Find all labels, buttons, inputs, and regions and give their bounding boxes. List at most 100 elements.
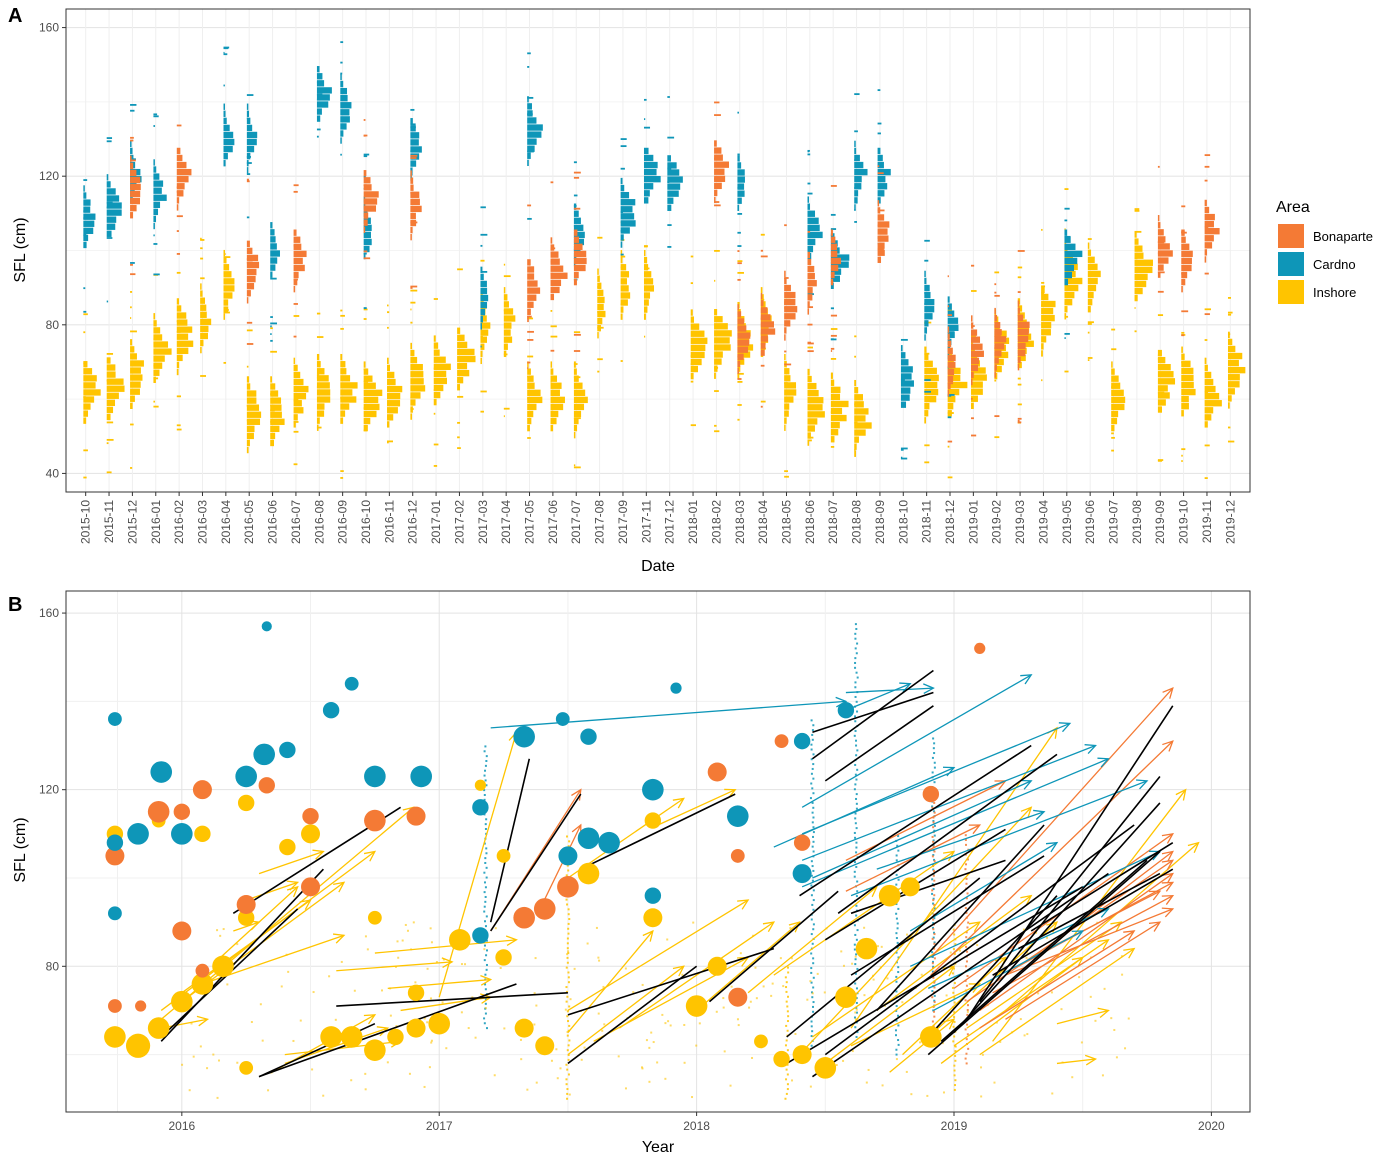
panel-a-histogram-bar-cardno (924, 298, 935, 306)
legend-key-inshore (1278, 280, 1304, 304)
panel-b-tag-tick-cardno (855, 1006, 858, 1009)
panel-b-tag-tick-cardno (854, 836, 857, 839)
panel-b-growth-arrow-line (387, 978, 491, 990)
panel-b-tag-tick-cardno (853, 788, 856, 791)
panel-a-histogram-bar-bonaparte (994, 335, 1001, 338)
panel-b-growth-arrow-head (1097, 1007, 1110, 1019)
panel-b-tag-tick-bonaparte (967, 921, 970, 924)
panel-a-histogram-bar-bonaparte (293, 285, 296, 293)
panel-b-tag-tick-cardno (485, 784, 488, 787)
panel-b-tag-tick-inshore (794, 1032, 797, 1035)
panel-b-capture-point-cardno (364, 765, 386, 788)
panel-a-histogram-bar-bonaparte (527, 259, 531, 266)
panel-a-histogram-bar-inshore (293, 357, 296, 365)
panel-b-tag-tick-inshore (840, 950, 843, 953)
panel-a-histogram-bar-bonaparte (527, 315, 529, 323)
panel-a-histogram-bar-inshore (1087, 298, 1093, 306)
panel-a-histogram-bar-inshore (270, 432, 276, 440)
panel-b-tag-tick-bonaparte (933, 981, 936, 984)
panel-b-tag-tick-inshore (729, 1084, 732, 1087)
panel-b-tag-tick-bonaparte (931, 835, 934, 838)
panel-b-tag-tick-inshore (715, 1010, 718, 1013)
panel-a-histogram-bar-cardno (807, 203, 810, 210)
panel-b-growth-arrow-line (567, 930, 654, 1033)
panel-a-histogram-bar-inshore (480, 350, 483, 357)
panel-a-histogram-bar-cardno (1064, 207, 1070, 210)
panel-b-tag-tick-inshore (851, 962, 854, 965)
panel-b-tag-tick-inshore (954, 943, 957, 946)
panel-a-histogram-bar-cardno (643, 147, 649, 155)
panel-a-histogram-bar-cardno (106, 140, 112, 143)
panel-a-histogram-bar-cardno (246, 173, 251, 175)
panel-b-tag-tick-cardno (812, 928, 815, 931)
panel-b-tag-tick-cardno (810, 933, 813, 936)
panel-a-histogram-bar-cardno (667, 204, 672, 211)
panel-b-tag-tick-cardno (812, 976, 815, 979)
panel-a-histogram-bar-bonaparte (994, 415, 1000, 418)
panel-a-histogram-bar-inshore (1157, 354, 1162, 357)
panel-b-tag-tick-inshore (789, 927, 792, 930)
panel-b-growth-arrow-head (1148, 890, 1162, 901)
panel-b-trend-line (1030, 841, 1174, 932)
panel-a-histogram-bar-bonaparte (737, 325, 747, 332)
panel-a-histogram-bar-inshore (176, 354, 183, 362)
panel-b-tag-tick-bonaparte (933, 947, 936, 950)
panel-a-histogram-bar-inshore (971, 374, 987, 381)
panel-a-histogram-bar-inshore (503, 301, 509, 308)
panel-b-tag-tick-cardno (855, 1035, 858, 1038)
panel-a-histogram-bar-inshore (527, 397, 533, 400)
panel-a-histogram-bar-inshore (643, 257, 647, 260)
panel-a-histogram-bar-cardno (106, 181, 111, 188)
panel-b-tag-tick-inshore (292, 1039, 295, 1042)
panel-a-histogram-bar-cardno (83, 241, 87, 249)
panel-a-histogram-bar-inshore (410, 378, 424, 385)
panel-a-histogram-bar-cardno (410, 126, 416, 129)
panel-a-histogram-bar-cardno (270, 250, 280, 257)
panel-a-histogram-bar-inshore (1041, 228, 1043, 231)
panel-b-tag-tick-cardno (932, 854, 935, 857)
panel-b-capture-point-cardno (344, 676, 359, 691)
panel-a-histogram-bar-cardno (480, 316, 483, 323)
panel-a-histogram-bar-bonaparte (830, 229, 833, 236)
panel-a-histogram-bar-cardno (737, 176, 745, 183)
panel-a-histogram-bar-inshore (433, 298, 438, 300)
panel-a-histogram-bar-bonaparte (1017, 356, 1021, 364)
panel-a-histogram-bar-bonaparte (527, 330, 534, 333)
panel-a-histogram-bar-cardno (830, 268, 842, 275)
panel-a-histogram-bar-inshore (854, 415, 866, 422)
panel-b-tag-tick-cardno (486, 949, 489, 952)
panel-b-capture-point-cardno (322, 702, 340, 719)
panel-b-tag-tick-inshore (953, 1074, 956, 1077)
panel-a-histogram-bar-inshore (690, 282, 693, 285)
panel-a-histogram-bar-bonaparte (947, 326, 950, 333)
panel-a-histogram-bar-inshore (200, 311, 207, 318)
panel-a-x-tick-label: 2017-04 (499, 500, 513, 544)
panel-a-histogram-bar-cardno (270, 271, 273, 278)
panel-a-histogram-bar-inshore (293, 392, 307, 400)
panel-a-histogram-bar-bonaparte (363, 134, 368, 137)
panel-a-histogram-bar-bonaparte (410, 170, 412, 177)
panel-a-histogram-bar-inshore (433, 335, 436, 342)
panel-b-tag-tick-cardno (855, 895, 858, 898)
panel-a-histogram-bar-inshore (106, 421, 114, 424)
panel-a-histogram-bar-inshore (503, 353, 508, 356)
panel-a-histogram-bar-inshore (1017, 383, 1022, 386)
panel-a-histogram-bar-bonaparte (784, 350, 787, 353)
panel-b-tag-tick-cardno (855, 953, 858, 956)
panel-a-histogram-bar-cardno (316, 115, 321, 122)
panel-b-tag-tick-cardno (484, 827, 487, 830)
panel-a-histogram-bar-cardno (316, 66, 320, 73)
panel-b-tag-tick-inshore (1019, 1018, 1022, 1021)
panel-a-histogram-bar-bonaparte (994, 347, 1000, 350)
panel-b-tag-tick-inshore (192, 1055, 195, 1058)
panel-a-histogram-bar-inshore (924, 360, 930, 363)
panel-b-tag-tick-inshore (865, 1081, 868, 1084)
panel-b-tag-tick-cardno (810, 884, 813, 887)
panel-b-tag-tick-cardno (895, 873, 898, 876)
panel-b-trend-line (837, 753, 1058, 914)
panel-b-tag-tick-cardno (810, 782, 813, 785)
panel-a-histogram-bar-bonaparte (1157, 264, 1164, 271)
panel-b-growth-arrow-head (899, 682, 912, 693)
panel-a-histogram-bar-inshore (1041, 322, 1052, 329)
panel-a-histogram-bar-cardno (620, 177, 623, 185)
